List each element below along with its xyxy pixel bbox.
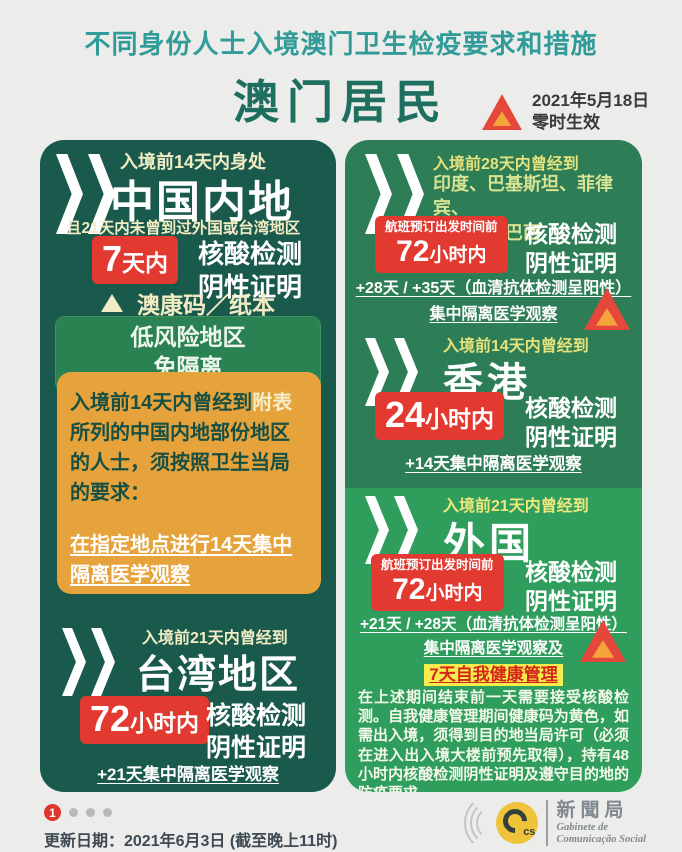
hongkong-precondition: 入境前14天内曾经到 xyxy=(443,338,589,355)
page-title: 不同身份人士入境澳门卫生检疫要求和措施 xyxy=(84,29,598,59)
gcs-logo: cs 新聞局 Gabinete de Comunicação Social xyxy=(464,794,646,852)
chevron-right-icon xyxy=(365,496,418,564)
taiwan-title: 台湾地区 xyxy=(136,654,301,697)
page-subtitle: 澳门居民 xyxy=(233,76,449,128)
gcs-circle-icon: cs xyxy=(496,802,539,844)
appendix-highlight: 附表 xyxy=(252,392,293,414)
logo-text: 新聞局 Gabinete de Comunicação Social xyxy=(556,800,646,845)
foreign-precondition: 入境前21天内曾经到 xyxy=(443,498,589,515)
page-dot xyxy=(103,808,112,817)
taiwan-test-requirement: 核酸检测 阴性证明 xyxy=(206,702,307,762)
self-health-management: 7天自我健康管理 xyxy=(345,660,642,686)
page-dot-active: 1 xyxy=(44,804,61,821)
page-dot xyxy=(69,808,78,817)
foreign-quarantine-2: 集中隔离医学观察及 xyxy=(423,640,564,657)
zone-high-risk-hongkong: 入境前28天内曾经到 印度、巴基斯坦、菲律宾、 尼泊尔或巴西 航班预订出发时间前… xyxy=(345,140,642,488)
mainland-condition: 且21天内未曾到过外国或台湾地区 xyxy=(66,220,301,237)
highrisk-precondition: 入境前28天内曾经到 xyxy=(433,156,579,173)
bottom-note: 在上述期间结束前一天需要接受核酸检测。自我健康管理期间健康码为黄色，如需出入境，… xyxy=(358,689,629,792)
foreign-time-badge: 航班预订出发时间前 72小时内 xyxy=(371,554,504,611)
mainland-title: 中国内地 xyxy=(110,178,294,227)
hongkong-quarantine: +14天集中隔离医学观察 xyxy=(405,455,582,473)
health-code-row: 澳康码／纸本 xyxy=(40,286,336,320)
panel-other-regions: 入境前28天内曾经到 印度、巴基斯坦、菲律宾、 尼泊尔或巴西 航班预订出发时间前… xyxy=(345,140,642,792)
highrisk-test-requirement: 核酸检测 阴性证明 xyxy=(525,221,617,277)
warning-triangle-icon xyxy=(584,288,630,330)
warning-triangle-icon xyxy=(580,620,626,662)
page-indicator: 1 xyxy=(44,804,112,821)
panel-macau-mainland: 入境前14天内身处 中国内地 且21天内未曾到过外国或台湾地区 7天内 核酸检测… xyxy=(40,140,336,792)
mainland-test-requirement: 核酸检测 阴性证明 xyxy=(198,239,303,303)
page-dot xyxy=(86,808,95,817)
taiwan-time-badge: 72小时内 xyxy=(80,696,210,744)
update-date: 更新日期：2021年6月3日 (截至晚上11时) xyxy=(44,833,338,850)
appendix-action-text: 在指定地点进行14天集中隔离医学观察 xyxy=(70,534,293,586)
mainland-precondition: 入境前14天内身处 xyxy=(120,152,267,172)
appendix-notice-text: 入境前14天内曾经到附表所列的中国内地部份地区的人士，须按照卫生当局的要求： xyxy=(70,392,293,504)
header: 不同身份人士入境澳门卫生检疫要求和措施 澳门居民 xyxy=(0,0,682,132)
mainland-time-badge: 7天内 xyxy=(92,236,179,284)
zone-foreign: 入境前21天内曾经到 外国 航班预订出发时间前 72小时内 核酸检测 阴性证明 … xyxy=(345,488,642,792)
highrisk-quarantine-1: +28天 / +35天（血清抗体检测呈阳性） xyxy=(355,280,632,297)
logo-divider xyxy=(546,800,549,846)
effective-date-text: 2021年5月18日 零时生效 xyxy=(532,91,650,133)
taiwan-quarantine: +21天集中隔离医学观察 xyxy=(97,765,279,784)
chevron-right-icon xyxy=(56,154,115,234)
hongkong-test-requirement: 核酸检测 阴性证明 xyxy=(525,395,617,451)
triangle-up-icon xyxy=(101,294,123,312)
foreign-test-requirement: 核酸检测 阴性证明 xyxy=(525,559,617,615)
appendix-notice-card: 入境前14天内曾经到附表所列的中国内地部份地区的人士，须按照卫生当局的要求： 在… xyxy=(57,372,321,594)
logo-arcs-icon xyxy=(464,794,488,852)
effective-date: 2021年5月18日 零时生效 xyxy=(482,90,649,134)
taiwan-precondition: 入境前21天内曾经到 xyxy=(142,630,288,647)
highrisk-time-badge: 航班预订出发时间前 72小时内 xyxy=(375,216,508,273)
highrisk-quarantine-2: 集中隔离医学观察 xyxy=(429,306,558,323)
hongkong-time-badge: 24小时内 xyxy=(375,392,505,440)
foreign-quarantine-1: +21天 / +28天（血清抗体检测呈阳性） xyxy=(359,616,627,633)
warning-triangle-icon xyxy=(482,94,522,131)
chevron-right-icon xyxy=(62,628,115,696)
health-code-label: 澳康码／纸本 xyxy=(137,292,275,318)
